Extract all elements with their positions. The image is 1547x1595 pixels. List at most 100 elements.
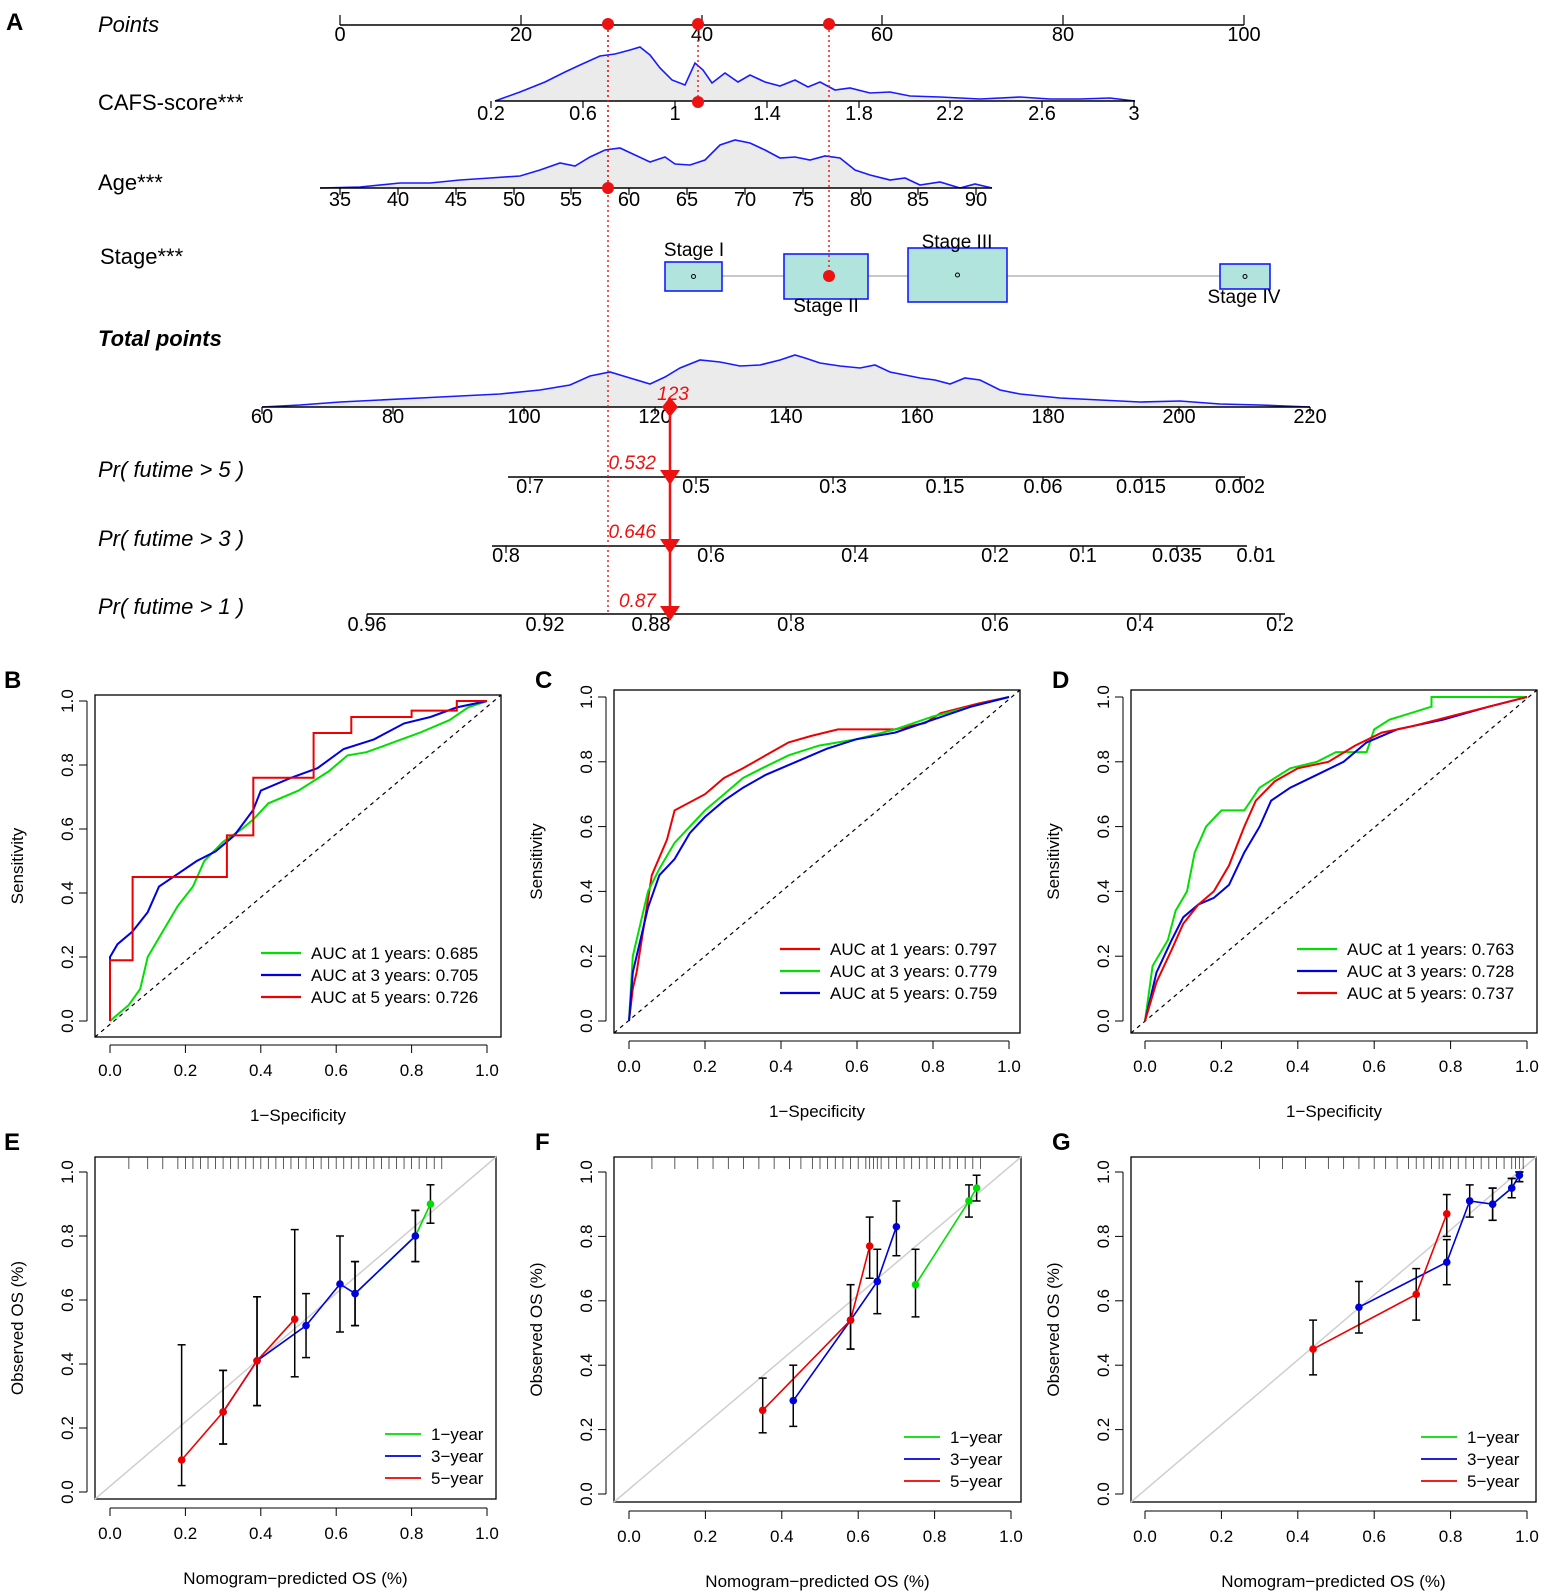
y-axis-label: Sensitivity: [8, 827, 27, 904]
y-tick-label: 0.0: [1094, 1482, 1113, 1506]
panel-letter: D: [1052, 667, 1069, 694]
points-axis-tick-label: 100: [1227, 24, 1260, 46]
age-axis-tick-label: 90: [965, 189, 987, 211]
plot-frame: [1130, 1156, 1537, 1503]
x-tick-label: 0.0: [98, 1524, 122, 1543]
points-axis-tick-label: 20: [510, 24, 532, 46]
selected-point: [602, 182, 614, 194]
x-tick-label: 0.2: [174, 1524, 198, 1543]
y-tick-label: 1.0: [1094, 1160, 1113, 1184]
row-label: Age***: [98, 170, 163, 195]
total-points-axis-tick-label: 120: [638, 406, 671, 428]
x-tick-label: 0.4: [1286, 1527, 1310, 1546]
p3-axis-tick-label: 0.8: [492, 545, 520, 567]
y-tick-label: 0.4: [577, 1353, 596, 1377]
legend-label: AUC at 1 years: 0.797: [830, 940, 997, 959]
stage-box: [1219, 263, 1271, 290]
y-tick-label: 1.0: [577, 685, 596, 709]
calibration-point: [336, 1280, 344, 1288]
x-tick-label: 1.0: [475, 1524, 499, 1543]
plot-frame: [94, 1156, 497, 1500]
legend-label: AUC at 3 years: 0.779: [830, 962, 997, 981]
p1-axis-tick-label: 0.8: [777, 614, 805, 636]
y-tick-label: 0.8: [58, 1224, 77, 1248]
x-tick-label: 0.8: [1439, 1527, 1463, 1546]
legend-label: 1−year: [950, 1428, 1003, 1447]
x-tick-label: 0.4: [769, 1057, 793, 1076]
y-axis-label: Observed OS (%): [527, 1262, 546, 1396]
calibration-point: [1488, 1200, 1497, 1208]
x-axis-label: Nomogram−predicted OS (%): [705, 1572, 929, 1591]
legend-label: 5−year: [950, 1472, 1003, 1491]
y-tick-label: 0.6: [58, 1288, 77, 1312]
total-points-axis-tick-label: 160: [900, 406, 933, 428]
roc-curve: [1144, 696, 1528, 1022]
y-tick-label: 0.8: [58, 753, 77, 777]
y-tick-label: 0.4: [58, 881, 77, 905]
age-axis-tick-label: 35: [329, 189, 351, 211]
x-tick-label: 0.4: [770, 1527, 794, 1546]
total-points-axis-tick-label: 200: [1162, 406, 1195, 428]
calibration-point: [972, 1184, 981, 1192]
y-tick-label: 0.2: [58, 1416, 77, 1440]
calibration-point: [758, 1406, 767, 1415]
y-tick-label: 1.0: [58, 689, 77, 713]
y-axis-label: Sensitivity: [527, 823, 546, 900]
calibration-point: [865, 1242, 874, 1250]
p5-axis-tick-label: 0.002: [1215, 476, 1265, 498]
reference-diagonal: [613, 689, 1021, 1034]
legend-label: 1−year: [1467, 1428, 1520, 1447]
calibration-point: [1355, 1303, 1363, 1312]
prediction-arrow: [660, 470, 680, 485]
y-tick-label: 0.6: [577, 815, 596, 839]
total-points-axis-tick-label: 100: [507, 406, 540, 428]
x-tick-label: 0.6: [1362, 1057, 1386, 1076]
age-axis-tick-label: 55: [560, 189, 582, 211]
cafs-axis-tick-label: 1.4: [753, 103, 781, 125]
selected-point: [692, 96, 704, 108]
stage-box-center: [691, 274, 696, 279]
legend-label: AUC at 5 years: 0.726: [311, 988, 478, 1007]
x-tick-label: 0.6: [324, 1524, 348, 1543]
row-label: Pr( futime > 5 ): [98, 457, 244, 482]
nomogram-panel-a: A Points CAFS-score*** Age*** Stage*** Total …: [6, 9, 1327, 636]
x-axis-label: Nomogram−predicted OS (%): [1221, 1572, 1445, 1591]
p5-axis-tick-label: 0.06: [1024, 476, 1063, 498]
p5-axis-tick-label: 0.015: [1116, 476, 1166, 498]
plot-frame: [613, 1156, 1022, 1503]
selected-point: [823, 270, 835, 282]
x-tick-label: 0.0: [98, 1061, 122, 1080]
stage-box: [664, 261, 723, 292]
ideal-line: [1130, 1156, 1537, 1503]
points-axis-tick-label: 60: [871, 24, 893, 46]
x-tick-label: 0.6: [1362, 1527, 1386, 1546]
calibration-point: [219, 1408, 227, 1416]
p1-axis-tick-label: 0.6: [981, 614, 1009, 636]
stage-box: [907, 247, 1008, 303]
y-tick-label: 0.0: [58, 1480, 77, 1504]
y-tick-label: 1.0: [577, 1160, 596, 1184]
x-tick-label: 0.0: [617, 1057, 641, 1076]
legend-label: AUC at 5 years: 0.759: [830, 984, 997, 1003]
panel-letter: B: [4, 667, 21, 694]
roc-curve: [628, 696, 1010, 1022]
calibration-point: [411, 1232, 420, 1240]
y-axis-label: Sensitivity: [1044, 823, 1063, 900]
calibration-line: [354, 1203, 432, 1295]
age-axis-tick-label: 45: [445, 189, 467, 211]
prediction-arrow: [660, 539, 680, 554]
selected-point: [602, 18, 614, 30]
x-tick-label: 0.0: [1133, 1057, 1157, 1076]
y-tick-label: 0.4: [1094, 1353, 1113, 1377]
cafs-axis-tick-label: 0.2: [477, 103, 505, 125]
calibration-point: [789, 1396, 798, 1405]
calibration-point: [1442, 1258, 1451, 1266]
row-label: Stage***: [100, 244, 184, 269]
stage-box-center: [955, 272, 960, 278]
roc-curve: [628, 696, 1010, 1022]
x-axis-label: 1−Specificity: [1286, 1102, 1382, 1121]
legend-label: AUC at 5 years: 0.737: [1347, 984, 1514, 1003]
points-axis-tick-label: 80: [1052, 24, 1074, 46]
y-tick-label: 0.6: [1094, 1289, 1113, 1313]
age-axis-tick-label: 65: [676, 189, 698, 211]
